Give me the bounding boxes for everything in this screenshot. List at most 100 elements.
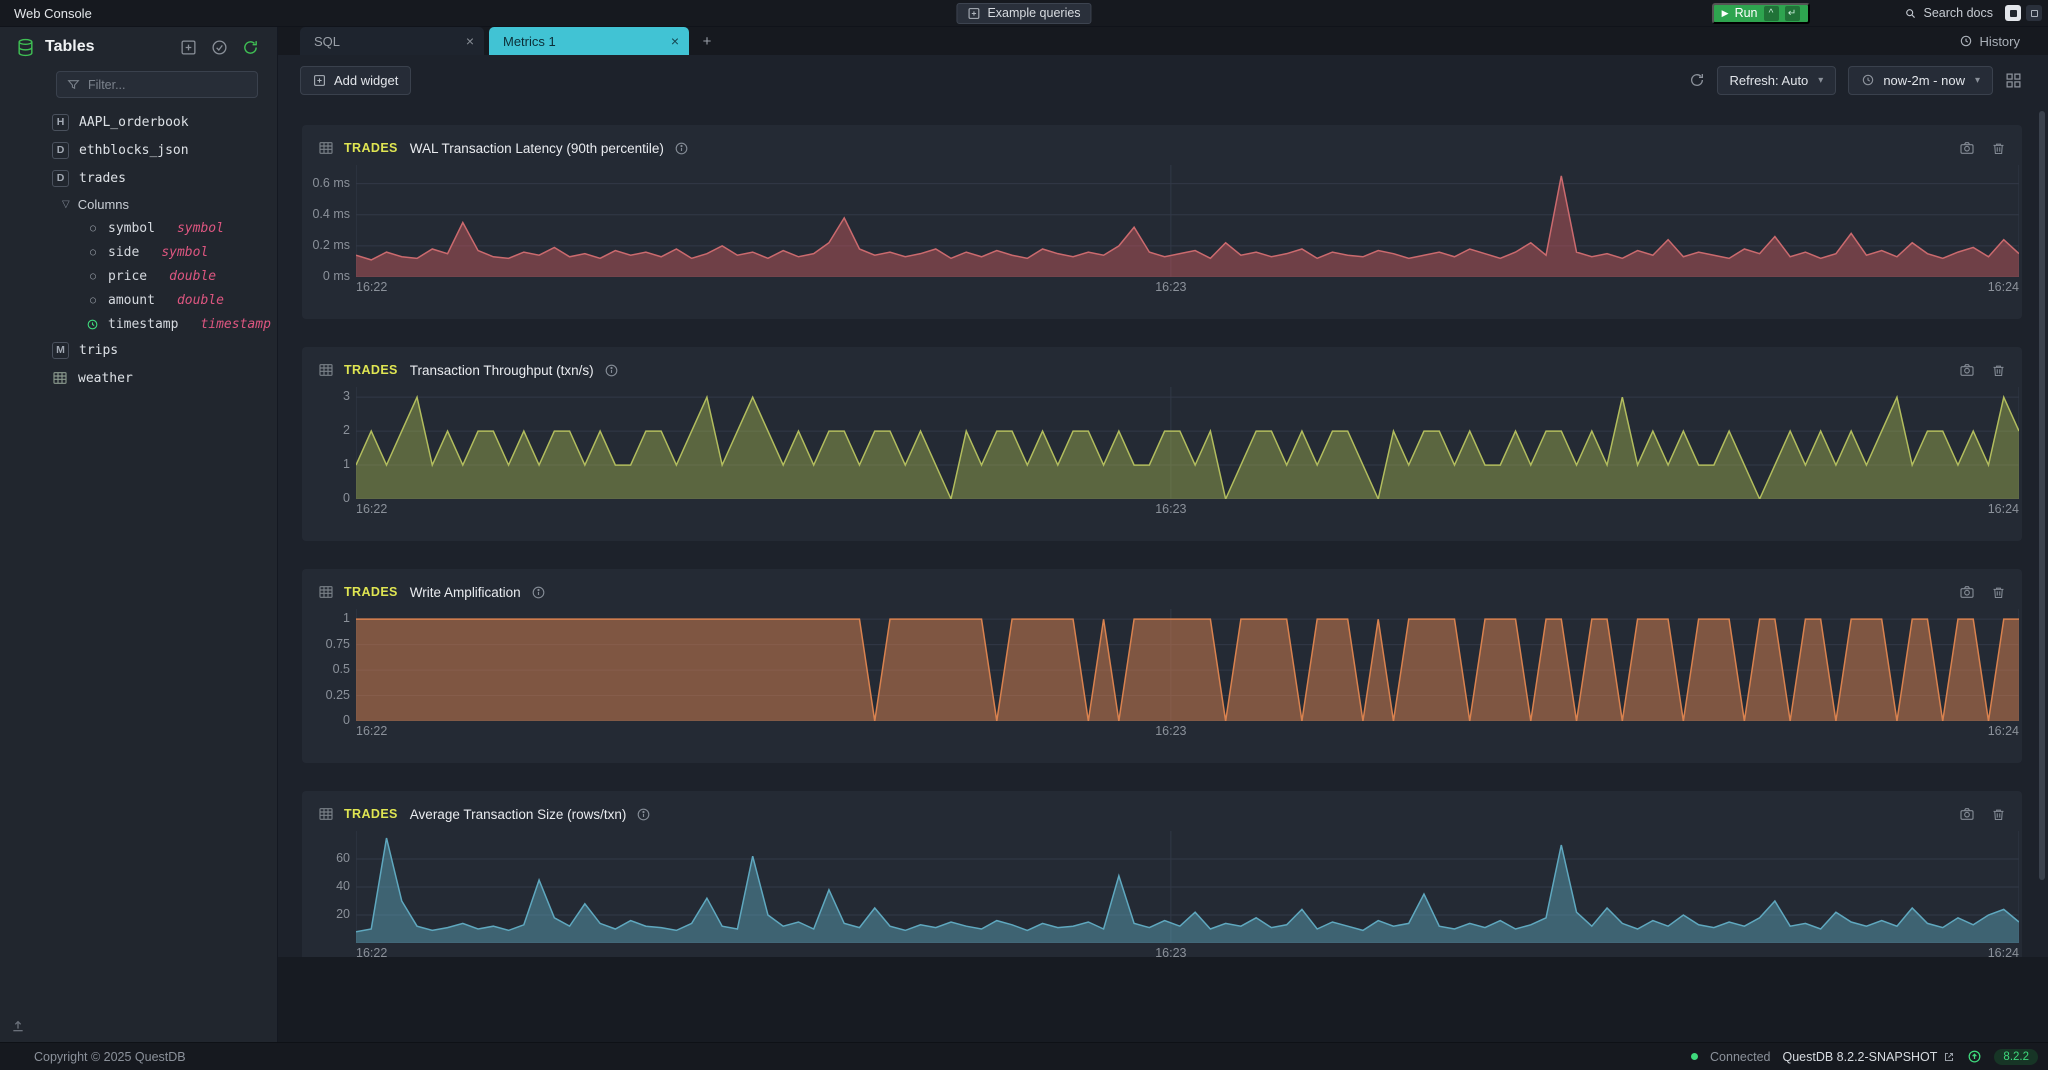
sidebar-item-weather[interactable]: weather (0, 364, 277, 392)
status-panel-icon[interactable] (10, 1018, 26, 1034)
example-queries-icon (967, 7, 980, 20)
refresh-icon[interactable] (1689, 72, 1705, 88)
history-button[interactable]: History (1959, 27, 2020, 55)
widget-title: Write Amplification (409, 584, 521, 600)
widget-chart: 0 1 2 3 16:22 16:23 16:24 (302, 387, 2022, 516)
sidebar-item-ethblocks-json[interactable]: D ethblocks_json (0, 136, 277, 164)
example-queries-label: Example queries (987, 6, 1081, 20)
shortcuts-panel-icon[interactable] (2005, 5, 2021, 21)
statusbar: Copyright © 2025 QuestDB Connected Quest… (0, 1042, 2048, 1070)
widget-actions (1959, 362, 2006, 378)
refresh-tables-icon[interactable] (242, 39, 259, 56)
version-link[interactable]: QuestDB 8.2.2-SNAPSHOT (1783, 1050, 1956, 1064)
column-name: symbol (108, 220, 155, 236)
notifications-icon[interactable] (2026, 5, 2042, 21)
grid-layout-icon[interactable] (2005, 72, 2022, 89)
snapshot-icon[interactable] (1959, 140, 1975, 156)
y-axis-labels: 0 ms 0.2 ms 0.4 ms 0.6 ms (302, 165, 356, 283)
delete-icon[interactable] (1991, 141, 2006, 156)
x-tick-label: 16:23 (1155, 280, 1187, 294)
y-axis-labels: 20 40 60 (302, 831, 356, 943)
add-widget-icon (313, 74, 326, 87)
update-icon[interactable] (1967, 1049, 1982, 1064)
chart-plot[interactable]: 16:22 16:23 16:24 (356, 387, 2019, 516)
widget-header: TRADES Average Transaction Size (rows/tx… (302, 799, 2022, 829)
designated-timestamp-icon (86, 318, 100, 331)
content: SQL × Metrics 1 × + History Add widge (278, 27, 2048, 1042)
sidebar-item-trips[interactable]: M trips (0, 336, 277, 364)
check-circle-icon[interactable] (211, 39, 228, 56)
y-tick-label: 0.2 ms (312, 237, 350, 252)
info-icon[interactable] (636, 807, 651, 822)
refresh-mode-value: Refresh: Auto (1729, 72, 1809, 88)
filter-input[interactable]: Filter... (56, 71, 258, 98)
add-tab-button[interactable]: + (702, 32, 712, 50)
widget-title: Average Transaction Size (rows/txn) (409, 806, 627, 822)
delete-icon[interactable] (1991, 363, 2006, 378)
partition-badge: H (52, 113, 69, 131)
x-tick-label: 16:22 (356, 946, 388, 957)
column-item-amount[interactable]: ○ amount double (0, 288, 277, 312)
add-widget-button[interactable]: Add widget (300, 65, 412, 95)
column-item-timestamp[interactable]: timestamp timestamp (0, 312, 277, 336)
widget-header: TRADES Write Amplification (302, 577, 2022, 607)
scrollbar-thumb[interactable] (2039, 111, 2045, 881)
run-button[interactable]: ▶ Run ^ ↵ (1711, 2, 1810, 24)
chart-plot[interactable]: 16:22 16:23 16:24 (356, 831, 2019, 957)
delete-icon[interactable] (1991, 807, 2006, 822)
main-area: Tables Filter... H AAPL_orderbook (0, 27, 2048, 1042)
example-queries-button[interactable]: Example queries (956, 2, 1092, 24)
connected-dot (1691, 1053, 1699, 1060)
y-axis-labels: 0 1 2 3 (302, 387, 356, 505)
y-tick-label: 1 (343, 457, 350, 472)
table-name: trades (79, 170, 126, 186)
chart-plot[interactable]: 16:22 16:23 16:24 (356, 609, 2019, 738)
create-table-icon[interactable] (180, 39, 197, 56)
columns-group-label: Columns (77, 196, 129, 212)
column-item-symbol[interactable]: ○ symbol symbol (0, 216, 277, 240)
filter-placeholder: Filter... (88, 77, 126, 92)
widget-actions (1959, 584, 2006, 600)
history-icon (1959, 34, 1973, 48)
columns-group-toggle[interactable]: ▽ Columns (0, 192, 277, 216)
metric-widget-avg-transaction-size: TRADES Average Transaction Size (rows/tx… (302, 791, 2022, 957)
widget-table-name: TRADES (344, 585, 398, 599)
info-icon[interactable] (674, 141, 689, 156)
chevron-down-icon: ▾ (1974, 74, 1980, 86)
y-tick-label: 0.6 ms (312, 175, 350, 190)
y-tick-label: 1 (343, 611, 350, 626)
table-name: trips (79, 342, 119, 358)
widget-chart: 0 ms 0.2 ms 0.4 ms 0.6 ms 16:22 16:23 16:24 (302, 165, 2022, 294)
metric-widget-wal-latency: TRADES WAL Transaction Latency (90th per… (302, 125, 2022, 319)
chart-plot[interactable]: 16:22 16:23 16:24 (356, 165, 2019, 294)
time-range-select[interactable]: now-2m - now ▾ (1848, 65, 1993, 95)
tab-sql[interactable]: SQL × (300, 27, 484, 55)
tab-metrics-1[interactable]: Metrics 1 × (489, 27, 689, 55)
snapshot-icon[interactable] (1959, 806, 1975, 822)
widget-header: TRADES Transaction Throughput (txn/s) (302, 355, 2022, 385)
snapshot-icon[interactable] (1959, 362, 1975, 378)
snapshot-icon[interactable] (1959, 584, 1975, 600)
info-icon[interactable] (604, 363, 619, 378)
x-tick-label: 16:23 (1155, 502, 1187, 516)
column-name: amount (108, 292, 155, 308)
table-name: weather (78, 370, 133, 386)
filter-icon (67, 78, 80, 91)
tabbar: SQL × Metrics 1 × + History (278, 27, 2048, 55)
table-icon (318, 806, 334, 822)
close-icon[interactable]: × (670, 33, 679, 49)
column-item-side[interactable]: ○ side symbol (0, 240, 277, 264)
column-type: timestamp (200, 316, 271, 332)
column-item-price[interactable]: ○ price double (0, 264, 277, 288)
refresh-mode-select[interactable]: Refresh: Auto ▾ (1716, 65, 1837, 95)
widget-actions (1959, 806, 2006, 822)
info-icon[interactable] (531, 585, 546, 600)
close-icon[interactable]: × (465, 33, 474, 49)
delete-icon[interactable] (1991, 585, 2006, 600)
copyright-text: Copyright © 2025 QuestDB (34, 1049, 186, 1064)
sidebar-item-trades[interactable]: D trades (0, 164, 277, 192)
y-tick-label: 2 (343, 423, 350, 438)
search-docs-button[interactable]: Search docs (1904, 6, 1993, 20)
sidebar-item-aapl-orderbook[interactable]: H AAPL_orderbook (0, 108, 277, 136)
y-tick-label: 0.4 ms (312, 206, 350, 221)
